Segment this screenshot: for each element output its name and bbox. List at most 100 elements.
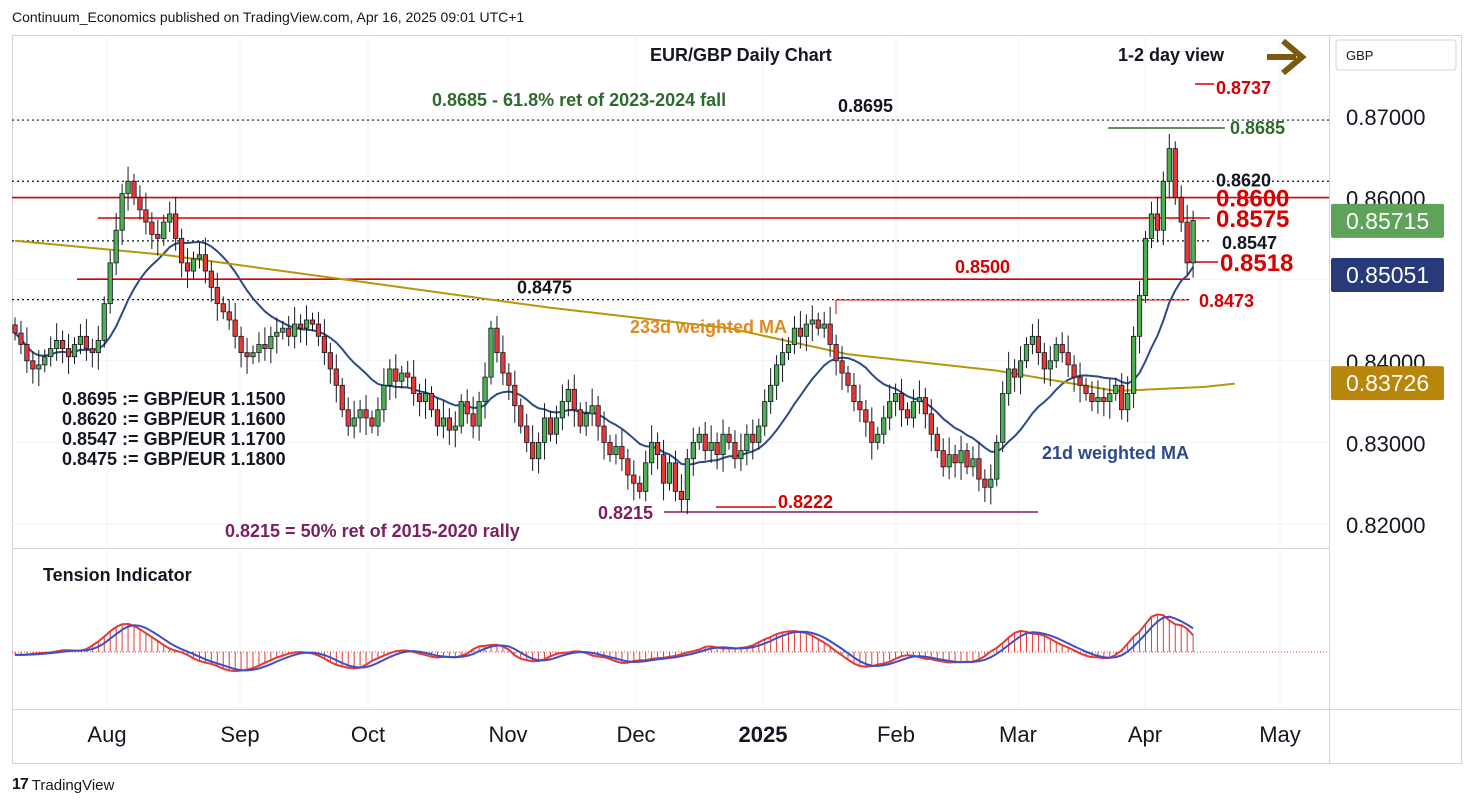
candle-167 xyxy=(1006,351,1012,406)
candle-127 xyxy=(768,368,774,414)
candle-107 xyxy=(649,425,655,476)
candle-113 xyxy=(684,448,690,515)
candle-183 xyxy=(1101,387,1107,417)
candle-2 xyxy=(24,327,30,374)
candle-31 xyxy=(196,242,203,269)
candle-191 xyxy=(1148,201,1155,249)
candle-108 xyxy=(655,432,661,470)
candle-64 xyxy=(393,354,399,399)
candle-136 xyxy=(821,311,827,338)
arrow-right-icon xyxy=(1267,38,1307,76)
candle-192 xyxy=(1154,196,1160,243)
candle-42 xyxy=(262,327,268,361)
candle-133 xyxy=(803,314,809,352)
x-tick-Feb: Feb xyxy=(877,722,915,747)
tension-line xyxy=(15,613,1194,673)
candle-10 xyxy=(71,337,78,365)
level-label-0.8620: 0.8620 xyxy=(1216,170,1271,190)
candle-149 xyxy=(898,378,905,427)
candle-182 xyxy=(1095,380,1101,414)
candle-65 xyxy=(399,365,405,389)
candle-26 xyxy=(167,201,173,232)
view-label: 1-2 day view xyxy=(1118,45,1225,65)
candle-16 xyxy=(107,250,113,314)
candle-124 xyxy=(750,419,756,460)
candle-109 xyxy=(660,439,667,501)
x-tick-Sep: Sep xyxy=(220,722,259,747)
candle-184 xyxy=(1107,378,1113,419)
candle-198 xyxy=(1190,210,1196,278)
candle-148 xyxy=(893,383,899,417)
x-tick-Nov: Nov xyxy=(488,722,527,747)
candle-110 xyxy=(666,455,673,491)
candle-56 xyxy=(345,397,351,436)
candle-27 xyxy=(173,196,179,251)
candle-178 xyxy=(1071,355,1077,392)
candle-73 xyxy=(446,408,452,445)
candle-90 xyxy=(547,410,554,442)
candle-157 xyxy=(946,437,952,480)
candle-196 xyxy=(1178,185,1184,232)
candle-161 xyxy=(970,446,976,477)
candle-1 xyxy=(18,320,24,355)
tradingview-logo-icon: 17 xyxy=(12,776,29,793)
candle-118 xyxy=(714,432,720,470)
candle-81 xyxy=(494,315,500,363)
y-tick-4: 0.82000 xyxy=(1346,513,1426,538)
candle-48 xyxy=(297,314,304,343)
candle-121 xyxy=(732,430,738,469)
candle-32 xyxy=(202,237,208,284)
candle-71 xyxy=(434,397,441,436)
price-badge-label-2: 0.83726 xyxy=(1346,370,1429,396)
conversion-3: 0.8547 := GBP/EUR 1.1700 xyxy=(62,429,286,449)
level-label-0.8547: 0.8547 xyxy=(1222,233,1277,253)
conversion-4: 0.8475 := GBP/EUR 1.1800 xyxy=(62,449,286,469)
candle-57 xyxy=(351,400,357,439)
candle-20 xyxy=(131,173,137,205)
candle-4 xyxy=(36,350,42,387)
candle-175 xyxy=(1053,337,1059,369)
candle-77 xyxy=(470,396,476,439)
candle-97 xyxy=(589,388,595,427)
candle-44 xyxy=(274,317,280,354)
candle-86 xyxy=(524,413,530,453)
candle-187 xyxy=(1125,376,1131,422)
candle-186 xyxy=(1119,373,1125,420)
candle-28 xyxy=(178,228,185,278)
candle-43 xyxy=(268,326,274,364)
candle-165 xyxy=(994,435,1000,487)
candle-80 xyxy=(488,320,494,385)
candle-185 xyxy=(1113,377,1119,401)
price-badge-1 xyxy=(1331,258,1444,293)
candle-62 xyxy=(381,368,387,422)
candle-59 xyxy=(363,395,369,436)
candle-33 xyxy=(208,261,214,303)
currency-label: GBP xyxy=(1346,48,1373,63)
level-label-0.8695: 0.8695 xyxy=(838,96,893,116)
candle-6 xyxy=(48,336,54,367)
candle-8 xyxy=(60,330,66,364)
candle-102 xyxy=(619,429,625,471)
tradingview-footer: 17 TradingView xyxy=(12,776,114,794)
candle-174 xyxy=(1047,346,1053,387)
candle-170 xyxy=(1023,337,1030,369)
candle-88 xyxy=(536,432,542,474)
level-label-0.8500: 0.8500 xyxy=(955,257,1010,277)
candle-105 xyxy=(637,475,643,499)
candle-98 xyxy=(595,395,601,441)
price-badge-label-0: 0.85715 xyxy=(1346,208,1429,234)
candle-104 xyxy=(631,460,637,501)
candle-52 xyxy=(321,319,328,365)
candle-116 xyxy=(702,422,708,461)
x-tick-Oct: Oct xyxy=(351,722,385,747)
candle-79 xyxy=(482,362,488,419)
level-label-0.8600: 0.8600 xyxy=(1216,186,1289,213)
candle-164 xyxy=(988,464,994,505)
candle-17 xyxy=(113,213,119,276)
currency-box[interactable] xyxy=(1335,39,1457,71)
candle-99 xyxy=(601,411,607,460)
level-label-0.8575: 0.8575 xyxy=(1216,206,1289,233)
candle-144 xyxy=(869,407,875,460)
candle-21 xyxy=(137,185,143,220)
candle-69 xyxy=(422,378,429,419)
